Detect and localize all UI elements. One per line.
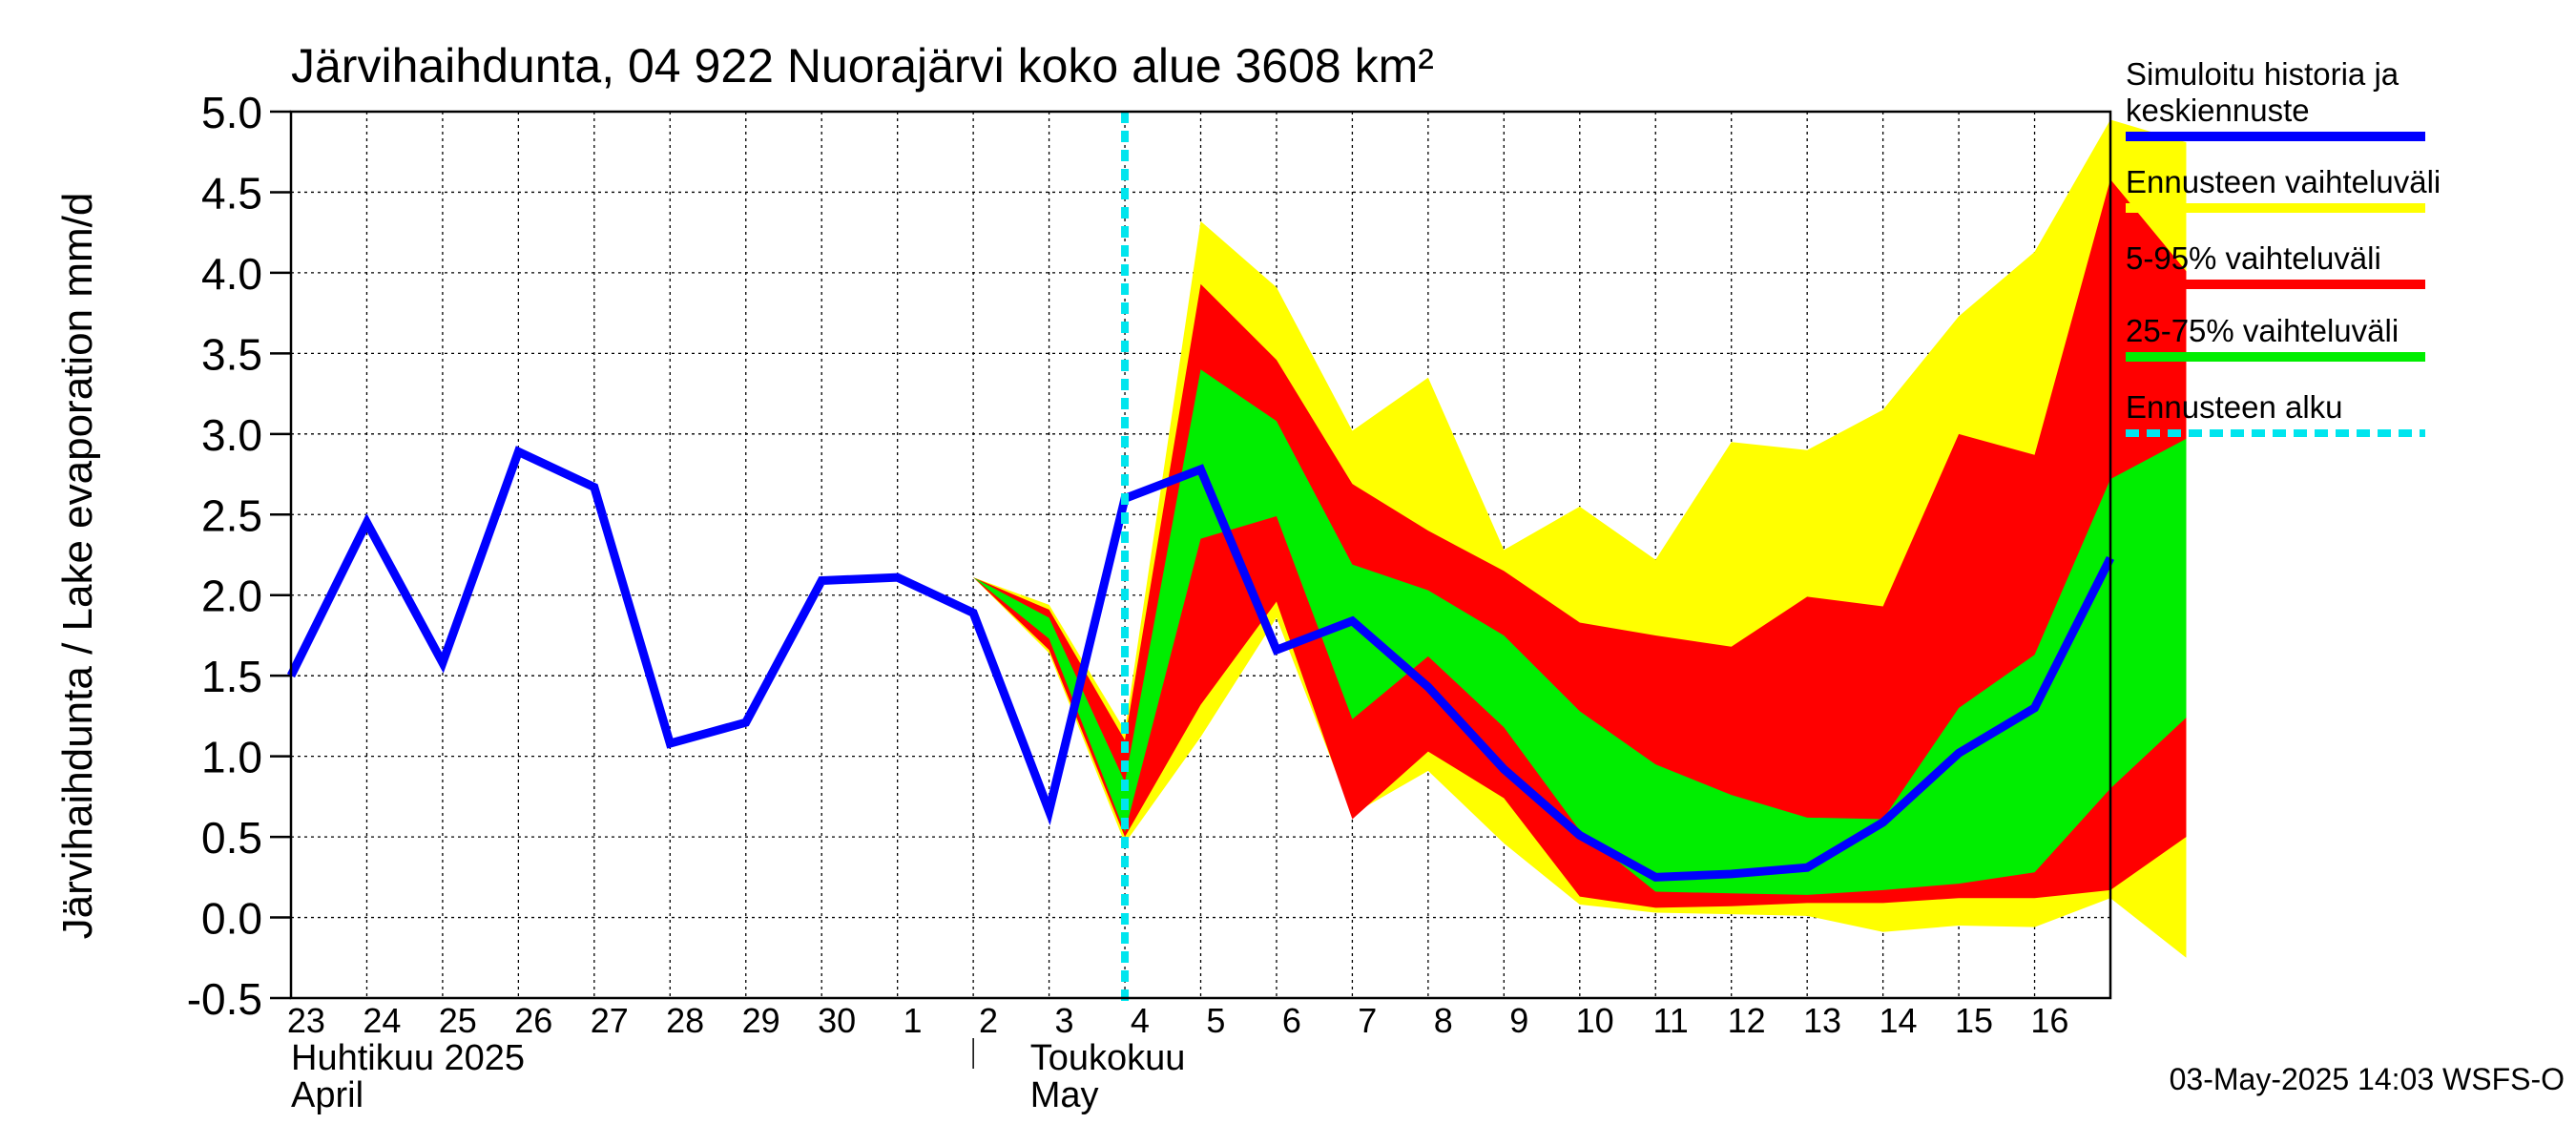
x-tick-label: 2 [979, 1001, 998, 1040]
x-tick-label: 13 [1803, 1001, 1841, 1040]
y-tick-label: 3.5 [201, 329, 262, 379]
month-label-fi: Huhtikuu 2025 [291, 1038, 525, 1078]
x-tick-label: 30 [818, 1001, 856, 1040]
x-tick-label: 9 [1509, 1001, 1528, 1040]
legend-label: Simuloitu historia ja keskiennuste [2126, 56, 2399, 128]
x-tick-label: 11 [1652, 1001, 1688, 1040]
x-tick-label: 4 [1131, 1001, 1150, 1040]
month-label-en: April [291, 1075, 364, 1115]
x-tick-label: 10 [1576, 1001, 1614, 1040]
x-tick-label: 8 [1434, 1001, 1453, 1040]
x-tick-label: 16 [2030, 1001, 2068, 1040]
legend: Simuloitu historia ja keskiennuste Ennuste… [2126, 56, 2441, 437]
x-tick-label: 15 [1955, 1001, 1993, 1040]
legend-label: Ennusteen alku [2126, 389, 2343, 425]
timestamp-footer: 03-May-2025 14:03 WSFS-O [2170, 1062, 2565, 1096]
y-tick-label: 1.5 [201, 652, 262, 701]
legend-label: 5-95% vaihteluväli [2126, 240, 2381, 276]
x-tick-label: 25 [439, 1001, 477, 1040]
x-tick-label: 1 [904, 1001, 923, 1040]
y-tick-label: 5.0 [201, 88, 262, 137]
legend-label: 25-75% vaihteluväli [2126, 313, 2399, 348]
x-tick-label: 7 [1358, 1001, 1377, 1040]
x-tick-label: 27 [591, 1001, 629, 1040]
x-tick-label: 5 [1206, 1001, 1225, 1040]
series-line-1 [286, 446, 2115, 882]
month-label-en: May [1030, 1075, 1099, 1115]
y-tick-label: 2.5 [201, 490, 262, 540]
y-tick-label: 2.0 [201, 572, 262, 621]
plot-frame [289, 110, 2112, 1000]
y-tick-label: 1.0 [201, 733, 262, 782]
band-2 [973, 178, 2187, 908]
x-tick-label: 12 [1728, 1001, 1766, 1040]
x-tick-label: 29 [742, 1001, 780, 1040]
x-tick-label: 23 [287, 1001, 325, 1040]
y-tick-label: 0.0 [201, 894, 262, 944]
x-tick-label: 14 [1879, 1001, 1917, 1040]
plot-area: -0.50.00.51.01.52.02.53.03.54.04.55.023 2… [187, 88, 2187, 1115]
x-tick-label: 24 [363, 1001, 401, 1040]
x-tick-label: 6 [1282, 1001, 1301, 1040]
legend-label: Ennusteen vaihteluväli [2126, 164, 2441, 199]
x-tick-label: 3 [1054, 1001, 1073, 1040]
y-tick-label: 0.5 [201, 813, 262, 863]
band-3 [973, 369, 2187, 895]
x-tick-label: 28 [666, 1001, 704, 1040]
chart-title: Järvihaihdunta, 04 922 Nuorajärvi koko a… [291, 39, 1434, 93]
y-axis-label: Järvihaihdunta / Lake evaporation mm/d [54, 193, 101, 940]
y-tick-label: 4.5 [201, 168, 262, 218]
month-label-fi: Toukokuu [1030, 1038, 1186, 1078]
x-tick-label: 26 [514, 1001, 552, 1040]
y-tick-label: -0.5 [187, 974, 262, 1024]
y-tick-label: 3.0 [201, 410, 262, 460]
y-tick-label: 4.0 [201, 249, 262, 299]
